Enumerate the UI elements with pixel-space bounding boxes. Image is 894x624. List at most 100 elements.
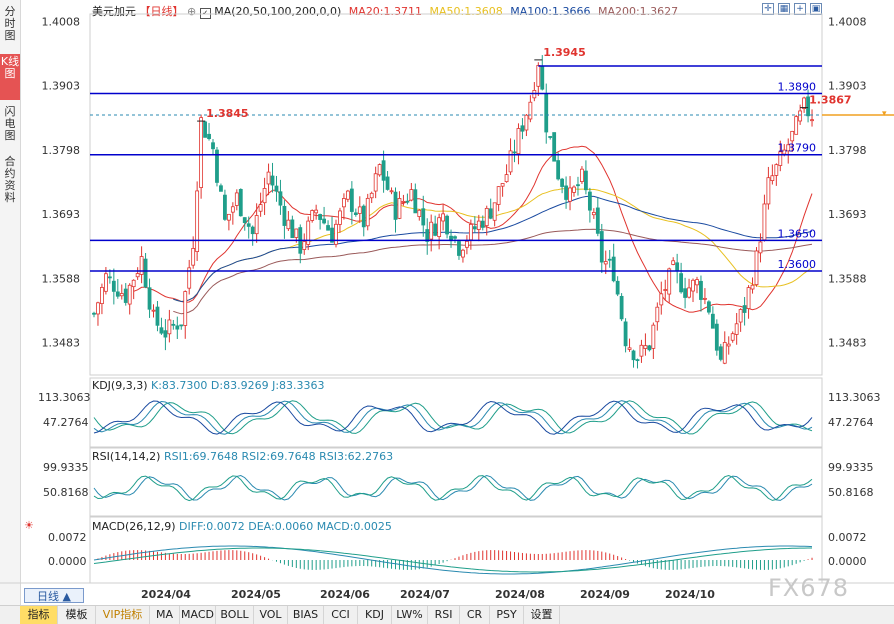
candle-body	[548, 136, 553, 138]
candle-body	[266, 171, 271, 185]
indicator-tab-lw[interactable]: LW%	[392, 606, 428, 624]
rsi-axis-right-mid: 50.8168	[828, 486, 874, 499]
candle-body	[353, 212, 358, 215]
indicator-tab-kdj[interactable]: KDJ	[358, 606, 392, 624]
candle-body	[691, 279, 695, 292]
candle-body	[234, 192, 239, 206]
rsi-axis-left-top: 99.9335	[43, 461, 89, 474]
candle-body	[714, 323, 719, 351]
candle-body	[524, 114, 529, 131]
candle-body	[151, 309, 156, 312]
candle-body	[465, 240, 469, 248]
candle-body	[572, 186, 576, 193]
candle-body	[726, 343, 731, 347]
indicator-tab-vol[interactable]: VOL	[254, 606, 288, 624]
price-tick-left: 1.3483	[42, 337, 81, 350]
candle-body	[254, 215, 259, 235]
indicator-tab-[interactable]: 指标	[20, 606, 58, 624]
macd-diff-line	[93, 545, 813, 575]
candle-body	[238, 189, 243, 217]
candle-body	[155, 306, 160, 326]
price-tick-left: 1.3903	[42, 80, 81, 93]
candle-body	[302, 241, 307, 250]
candle-body	[647, 345, 652, 351]
indicator-tab-cci[interactable]: CCI	[324, 606, 358, 624]
ma20-value: MA20:1.3711	[348, 5, 423, 18]
candle-body	[294, 228, 299, 238]
candle-body	[675, 262, 680, 272]
candle-body	[746, 287, 751, 309]
candle-body	[127, 284, 132, 305]
candle-body	[401, 201, 406, 203]
candle-body	[453, 236, 457, 239]
period-select-button[interactable]: 日线 ▲	[24, 588, 84, 603]
indicator-tab-cr[interactable]: CR	[460, 606, 490, 624]
candle-body	[806, 96, 810, 117]
date-tick: 2024/08	[495, 588, 545, 601]
annotation-label: 1.3867	[809, 94, 851, 107]
indicator-tab-macd[interactable]: MACD	[180, 606, 216, 624]
tab-flash-chart[interactable]: 闪电图	[4, 105, 16, 142]
candle-body	[536, 65, 541, 87]
date-tick: 2024/06	[320, 588, 370, 601]
candle-body	[631, 350, 636, 361]
candle-body	[334, 223, 338, 245]
candle-body	[552, 132, 557, 162]
candle-body	[286, 219, 291, 230]
annotation-label: 1.3945	[543, 46, 585, 59]
price-tick-right: 1.3798	[828, 144, 867, 157]
candle-body	[437, 217, 442, 237]
tab-contract-info[interactable]: 合约资料	[4, 155, 16, 204]
tab-kline-chart[interactable]: K线图	[0, 54, 20, 100]
candle-body	[349, 188, 354, 212]
candle-body	[564, 185, 568, 200]
candle-body	[115, 291, 120, 297]
candle-body	[516, 128, 521, 155]
candle-body	[500, 183, 505, 187]
indicator-tab-[interactable]: 模板	[58, 606, 96, 624]
candle-body	[476, 220, 481, 230]
candle-body	[361, 205, 366, 228]
pane-frame	[89, 447, 823, 517]
macd-axis-left-top: 0.0072	[48, 531, 87, 544]
candle-body	[468, 223, 473, 241]
candle-body	[484, 207, 489, 227]
candle-body	[314, 209, 319, 214]
kdj-d: D:83.9269	[210, 379, 269, 392]
candle-body	[215, 149, 219, 183]
tab-time-chart[interactable]: 分时图	[4, 5, 16, 42]
indicator-tab-vip[interactable]: VIP指标	[96, 606, 150, 624]
candle-body	[607, 258, 612, 261]
left-tab-bar: 分时图 K线图 闪电图 合约资料	[0, 0, 21, 605]
indicator-tab-ma[interactable]: MA	[150, 606, 180, 624]
candle-body	[699, 280, 703, 300]
settings-icon[interactable]: ⊕	[187, 5, 197, 18]
candle-body	[472, 226, 477, 230]
price-chart[interactable]: 1.3890 1.3790 1.3650 1.3600 ▾ 1.3845 1.3945 1.…	[0, 0, 894, 605]
candle-body	[179, 324, 184, 327]
candle-body	[326, 225, 330, 231]
rsi-line	[93, 474, 813, 501]
candle-body	[441, 213, 445, 222]
indicator-tab-bias[interactable]: BIAS	[288, 606, 324, 624]
candle-body	[615, 280, 620, 295]
indicator-tab-boll[interactable]: BOLL	[216, 606, 254, 624]
indicator-tab-rsi[interactable]: RSI	[428, 606, 460, 624]
candle-body	[774, 164, 779, 176]
candle-body	[345, 190, 350, 200]
candle-body	[512, 151, 517, 154]
rsi-axis-left-mid: 50.8168	[43, 486, 89, 499]
price-tick-right: 1.3588	[828, 272, 867, 285]
macd-axis-right-top: 0.0072	[828, 531, 867, 544]
candle-body	[461, 249, 465, 258]
ma200-value: MA200:1.3627	[597, 5, 679, 18]
macd-legend: MACD(26,12,9) DIFF:0.0072 DEA:0.0060 MAC…	[92, 520, 392, 533]
pane-frame	[89, 377, 823, 448]
date-tick: 2024/04	[141, 588, 191, 601]
indicator-tab-psy[interactable]: PSY	[490, 606, 524, 624]
candle-body	[810, 119, 814, 122]
candle-body	[778, 151, 783, 166]
ma-legend: MA(20,50,100,200,0,0)	[214, 5, 342, 18]
indicator-tab-[interactable]: 设置	[524, 606, 560, 624]
candle-body	[496, 186, 501, 205]
